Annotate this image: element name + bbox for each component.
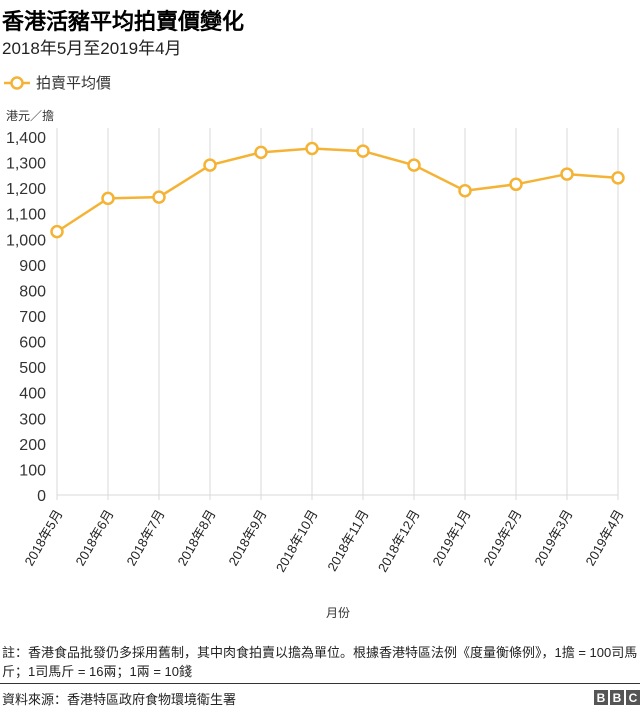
data-point — [509, 177, 523, 192]
line-chart: 0 100 200 300 400 500 600 700 800 900 1,000 1,100 1,… — [6, 128, 627, 575]
x-tick-label: 2019年3月 — [532, 507, 576, 568]
data-point — [305, 141, 319, 156]
logo-letter: B — [610, 690, 624, 705]
chart-title: 香港活豬平均拍賣價變化 — [2, 9, 245, 34]
y-tick-label: 300 — [19, 411, 46, 428]
y-tick-label: 1,200 — [6, 181, 46, 198]
chart-subtitle: 2018年5月至2019年4月 — [2, 39, 182, 58]
x-tick-label: 2018年5月 — [22, 507, 66, 568]
x-tick-label: 2018年11月 — [324, 507, 371, 574]
data-point — [356, 144, 370, 158]
data-point — [203, 158, 217, 172]
divider — [0, 683, 640, 684]
y-tick-label: 400 — [19, 386, 46, 403]
data-point — [152, 190, 166, 204]
data-point — [560, 167, 574, 181]
y-tick-label: 900 — [19, 258, 46, 275]
y-tick-label: 1,000 — [6, 232, 46, 249]
y-tick-label: 700 — [19, 309, 46, 326]
x-tick-label: 2018年6月 — [73, 507, 117, 568]
x-tick-label: 2018年7月 — [124, 507, 168, 568]
y-tick-label: 600 — [19, 335, 46, 352]
data-point — [611, 171, 625, 185]
y-tick-label: 0 — [37, 488, 46, 505]
x-tick-label: 2018年9月 — [226, 507, 270, 568]
x-tick-label: 2019年4月 — [583, 507, 627, 568]
data-point — [254, 145, 268, 160]
y-tick-label: 1,100 — [6, 207, 46, 224]
data-point — [50, 224, 64, 239]
logo-letter: C — [626, 690, 640, 705]
x-tick-label: 2018年10月 — [273, 507, 321, 575]
y-axis-label: 港元／擔 — [6, 109, 55, 123]
bbc-logo: B B C — [594, 690, 640, 705]
data-point — [458, 183, 472, 198]
source-text: 資料來源：香港特區政府食物環境衛生署 — [2, 692, 237, 707]
footnote: 註：香港食品批發仍多採用舊制，其中肉食拍賣以擔為單位。根據香港特區法例《度量衡條… — [2, 645, 638, 679]
data-point — [407, 158, 421, 172]
y-tick-label: 500 — [19, 360, 46, 377]
x-axis-label: 月份 — [326, 606, 351, 620]
y-tick-label: 1,300 — [6, 156, 46, 173]
circle-line-marker-icon — [4, 75, 30, 90]
data-line — [56, 147, 619, 233]
y-tick-label: 100 — [19, 462, 46, 479]
data-point — [101, 191, 115, 206]
x-tick-label: 2018年8月 — [175, 507, 219, 568]
x-tick-label: 2018年12月 — [375, 507, 423, 575]
logo-letter: B — [594, 690, 608, 705]
x-tick-label: 2019年1月 — [430, 507, 474, 568]
y-tick-label: 1,400 — [6, 130, 46, 147]
legend-label: 拍賣平均價 — [36, 75, 112, 92]
y-tick-label: 200 — [19, 437, 46, 454]
y-tick-label: 800 — [19, 283, 46, 300]
legend: 拍賣平均價 — [4, 72, 111, 93]
x-tick-label: 2019年2月 — [481, 507, 525, 568]
